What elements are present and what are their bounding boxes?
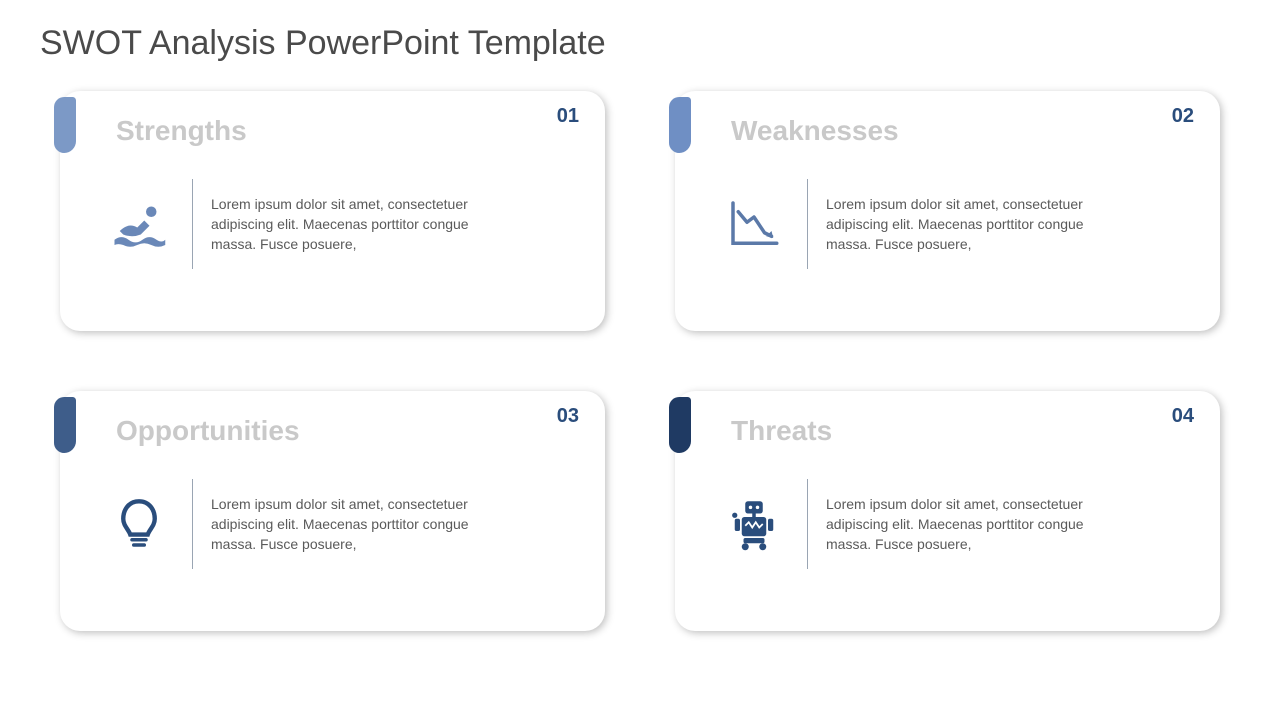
swimmer-icon bbox=[94, 196, 184, 252]
card-strengths: 01 Strengths Lorem ipsum dolor sit amet,… bbox=[60, 91, 605, 331]
slide-title: SWOT Analysis PowerPoint Template bbox=[40, 24, 1240, 63]
card-title: Opportunities bbox=[116, 415, 577, 447]
card-body: Lorem ipsum dolor sit amet, consectetuer… bbox=[703, 479, 1192, 569]
divider bbox=[192, 179, 193, 269]
card-opportunities: 03 Opportunities Lorem ipsum dolor sit a… bbox=[60, 391, 605, 631]
card-body: Lorem ipsum dolor sit amet, consectetuer… bbox=[88, 179, 577, 269]
divider bbox=[192, 479, 193, 569]
swot-grid: 01 Strengths Lorem ipsum dolor sit amet,… bbox=[40, 91, 1240, 631]
card-body: Lorem ipsum dolor sit amet, consectetuer… bbox=[88, 479, 577, 569]
card-text: Lorem ipsum dolor sit amet, consectetuer… bbox=[826, 194, 1126, 255]
card-number: 01 bbox=[557, 105, 579, 128]
card-title: Threats bbox=[731, 415, 1192, 447]
card-number: 02 bbox=[1172, 105, 1194, 128]
card-text: Lorem ipsum dolor sit amet, consectetuer… bbox=[211, 194, 511, 255]
card-title: Weaknesses bbox=[731, 115, 1192, 147]
card-text: Lorem ipsum dolor sit amet, consectetuer… bbox=[826, 494, 1126, 555]
card-title: Strengths bbox=[116, 115, 577, 147]
card-text: Lorem ipsum dolor sit amet, consectetuer… bbox=[211, 494, 511, 555]
lightbulb-icon bbox=[94, 496, 184, 552]
card-number: 04 bbox=[1172, 405, 1194, 428]
robot-icon bbox=[709, 496, 799, 552]
card-weaknesses: 02 Weaknesses Lorem ipsum dolor sit amet… bbox=[675, 91, 1220, 331]
card-threats: 04 Threats Lor bbox=[675, 391, 1220, 631]
divider bbox=[807, 479, 808, 569]
divider bbox=[807, 179, 808, 269]
decline-chart-icon bbox=[709, 196, 799, 252]
card-tab bbox=[669, 397, 691, 453]
card-tab bbox=[669, 97, 691, 153]
card-body: Lorem ipsum dolor sit amet, consectetuer… bbox=[703, 179, 1192, 269]
card-tab bbox=[54, 397, 76, 453]
card-tab bbox=[54, 97, 76, 153]
card-number: 03 bbox=[557, 405, 579, 428]
